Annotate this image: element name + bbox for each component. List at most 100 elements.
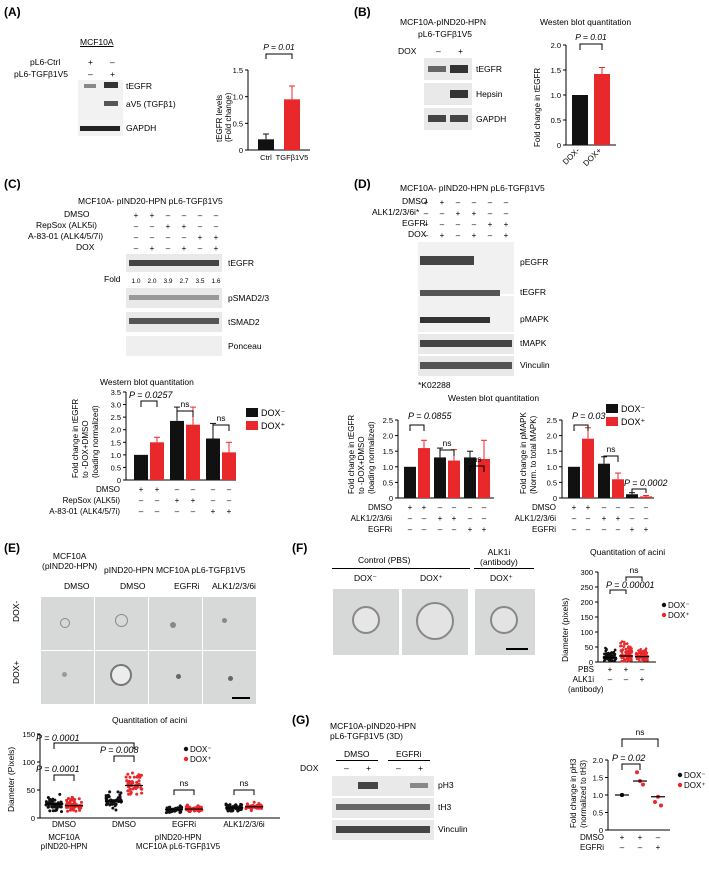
f-legend-dot [661, 602, 667, 608]
c-sign: – [182, 233, 187, 242]
c-bracket [176, 410, 194, 417]
c-sign: + [214, 244, 219, 253]
d-right-xsign: – [616, 503, 621, 512]
f-xrow: PBS [578, 665, 594, 674]
c-sign: + [150, 211, 155, 220]
c-sign: – [198, 244, 203, 253]
g-ytick-label: 1.5 [593, 774, 603, 783]
f-point [621, 648, 625, 651]
e-point [128, 792, 132, 796]
f-point [623, 642, 626, 646]
c-fold: 2.7 [179, 278, 188, 285]
d-right-xsign: + [616, 514, 621, 523]
blot-d-1 [418, 242, 514, 294]
d-left-ytick-label: 1.5 [383, 447, 393, 456]
d-left-xsign: + [422, 503, 427, 512]
e-point [128, 787, 132, 791]
e-point [104, 796, 108, 800]
c-sign: + [134, 211, 139, 220]
c-row: DMSO [64, 209, 90, 219]
d-legend-swatch [606, 417, 618, 426]
e-point [137, 773, 141, 777]
d-legend-label: DOX⁺ [621, 417, 646, 427]
e-point [178, 804, 182, 808]
a-ytick-label: 1.0 [233, 93, 243, 102]
e-ns: ns [240, 778, 249, 788]
d-sign: – [504, 209, 509, 218]
d-sign: – [472, 220, 477, 229]
d-left-ns: ns [473, 454, 482, 464]
e-point [51, 809, 55, 813]
d-right-bar [582, 438, 594, 498]
f-point [622, 640, 626, 644]
panel-f-label: (F) [292, 541, 308, 555]
d-left-xrow: ALK1/2/3/6i [351, 514, 393, 523]
f-header-1: Control (PBS) [358, 555, 411, 565]
d-right-xsign: – [644, 514, 649, 523]
d-sign: – [488, 198, 493, 207]
e-point [77, 797, 81, 801]
f-header-line [332, 568, 470, 569]
e-ns: ns [180, 778, 189, 788]
c-sign: – [198, 222, 203, 231]
band [129, 260, 219, 266]
c-xrow: RepSox (ALK5i) [63, 496, 121, 505]
c-xsign: – [175, 485, 180, 494]
acinus [222, 618, 227, 623]
d-left-bar [448, 460, 460, 498]
d-right-xsign: – [602, 525, 607, 534]
band-label: aV5 (TGFβ1) [126, 99, 176, 109]
e-point [71, 798, 75, 802]
d-left-xsign: – [422, 514, 427, 523]
d-right-xsign: + [586, 503, 591, 512]
e-point [132, 775, 136, 779]
e-point [231, 808, 235, 812]
c-ylabel: to -DOX+DMSO [81, 420, 90, 478]
e-xtick: EGFRi [172, 820, 196, 829]
band-label: tSMAD2 [228, 317, 260, 327]
e-point [165, 806, 169, 810]
e-point [58, 792, 62, 796]
c-sign: – [166, 244, 171, 253]
f-xrow: (antibody) [568, 685, 604, 694]
f-point [613, 648, 617, 652]
e-ytick-label: 50 [27, 786, 35, 795]
g-xsign: + [638, 833, 643, 842]
d-sign: + [504, 220, 509, 229]
d-left-ylabel: (loading normalized) [367, 421, 376, 494]
sign: – [436, 46, 441, 56]
f-point [606, 653, 610, 657]
f-ns: ns [630, 565, 639, 575]
acinus [228, 676, 233, 681]
f-xsign: – [640, 665, 645, 674]
g-xsign: + [620, 833, 625, 842]
d-right-xsign: – [630, 514, 635, 523]
d-right-ytick-label: 0 [553, 494, 557, 503]
c-bracket [212, 424, 230, 431]
c-legend-label: DOX⁺ [261, 421, 286, 431]
blot-b-1 [424, 58, 472, 80]
d-right-ytick-label: 0.5 [547, 478, 557, 487]
acinus [115, 614, 128, 627]
a-ylabel: (Fold change) [224, 92, 233, 142]
e-point [79, 800, 83, 804]
c-bar [206, 438, 220, 480]
d-row: EGFRi [402, 218, 428, 228]
d-sign: – [472, 198, 477, 207]
a-xtick: Ctrl [260, 153, 272, 162]
d-sign: + [472, 209, 477, 218]
c-sign: + [150, 244, 155, 253]
g-bracket [621, 738, 659, 747]
d-sign: – [456, 198, 461, 207]
d-right-xsign: – [630, 503, 635, 512]
d-right-bracket [631, 488, 647, 493]
e-point [74, 809, 78, 813]
c-quant-title: Western blot quantitation [100, 377, 194, 387]
sign: + [418, 763, 423, 773]
e-point [66, 797, 70, 801]
f-col: DOX⁻ [354, 573, 377, 583]
c-xsign: – [211, 485, 216, 494]
d-right-xrow: DMSO [532, 503, 556, 512]
d-left-ytick-label: 2.5 [383, 416, 393, 425]
d-left-bar [478, 459, 490, 498]
